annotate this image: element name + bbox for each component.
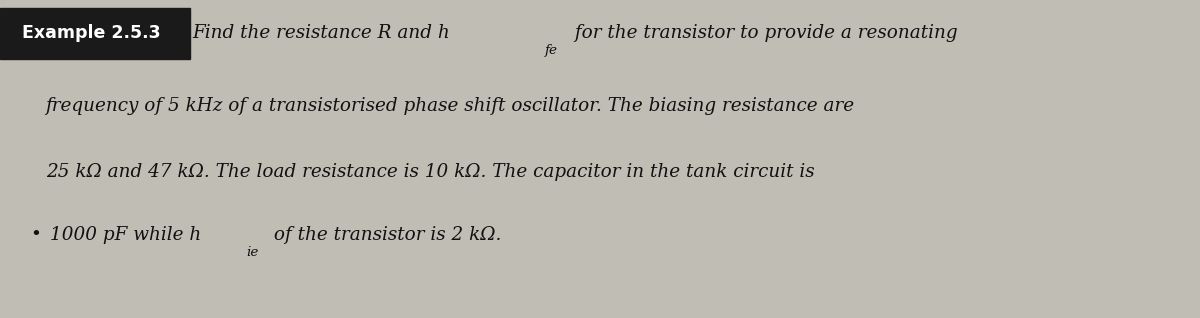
FancyBboxPatch shape [0,8,190,59]
Text: frequency of 5 kHz of a transistorised phase shift oscillator. The biasing resis: frequency of 5 kHz of a transistorised p… [46,97,854,114]
Text: 25 kΩ and 47 kΩ. The load resistance is 10 kΩ. The capacitor in the tank circuit: 25 kΩ and 47 kΩ. The load resistance is … [46,163,815,181]
Text: fe: fe [545,44,558,57]
Text: of the transistor is 2 kΩ.: of the transistor is 2 kΩ. [268,226,500,244]
Text: Example 2.5.3: Example 2.5.3 [22,24,161,42]
Text: Find the resistance R and h: Find the resistance R and h [192,24,450,42]
Text: 1000 pF while h: 1000 pF while h [50,226,202,244]
Text: •: • [30,226,41,244]
Text: ie: ie [246,246,258,259]
Text: for the transistor to provide a resonating: for the transistor to provide a resonati… [569,24,958,42]
